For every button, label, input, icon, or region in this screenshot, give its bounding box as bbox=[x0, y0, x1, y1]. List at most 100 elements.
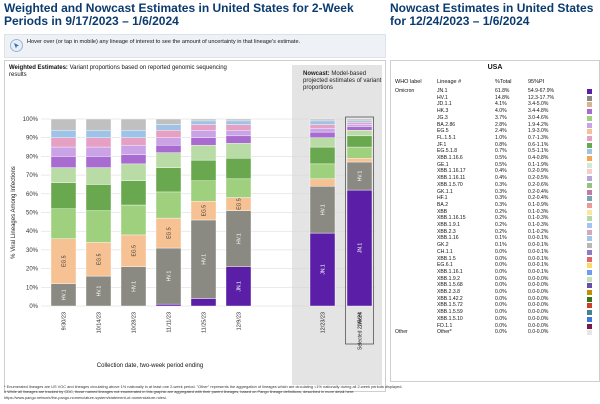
row-total: 0.4% bbox=[495, 175, 507, 182]
table-row[interactable]: JD.1.1 4.1% 3.4-5.0% bbox=[391, 101, 599, 108]
table-row[interactable]: JG.3 3.7% 3.0-4.6% bbox=[391, 115, 599, 122]
table-row[interactable]: JF.1 0.8% 0.6-1.1% bbox=[391, 142, 599, 149]
row-color-swatch bbox=[587, 236, 592, 242]
table-row[interactable]: XBB 0.2% 0.1-0.3% bbox=[391, 209, 599, 216]
bar-segment bbox=[50, 238, 77, 284]
bar-segment bbox=[346, 122, 373, 125]
table-row[interactable]: GE.1 0.5% 0.1-1.9% bbox=[391, 162, 599, 169]
bar-segment bbox=[225, 118, 252, 122]
row-lineage: XBB.1.9.1 bbox=[437, 222, 460, 228]
table-row[interactable]: XBB.1.5.70 0.3% 0.2-0.6% bbox=[391, 182, 599, 189]
table-row[interactable]: Other Other* 0.0% 0.0-0.0% bbox=[391, 329, 599, 336]
row-color-swatch bbox=[587, 276, 592, 282]
table-row[interactable]: XBB.2.3 0.2% 0.1-0.2% bbox=[391, 229, 599, 236]
table-row[interactable]: XBB.1.16.1 0.0% 0.0-0.1% bbox=[391, 269, 599, 276]
row-lineage: XBB.1.5.59 bbox=[437, 309, 463, 316]
x-tick-label: 12/23/23 bbox=[321, 312, 327, 333]
row-pi: 0.0-0.0% bbox=[528, 282, 549, 289]
row-lineage: XBB bbox=[437, 208, 448, 215]
table-row[interactable]: XBB.1.9.2 0.0% 0.0-0.0% bbox=[391, 276, 599, 283]
chart-panel: 0% 10% 20% 30% 40% 50% 60% 70% 80% 90% 100% % Viral… bbox=[4, 60, 386, 392]
bar-segment bbox=[309, 178, 336, 187]
bar-segment bbox=[190, 180, 217, 202]
table-row[interactable]: GK.2 0.1% 0.0-0.1% bbox=[391, 242, 599, 249]
row-total: 1.0% bbox=[495, 134, 507, 141]
row-pi: 0.0-0.0% bbox=[528, 302, 549, 309]
bar-segment bbox=[85, 210, 112, 243]
row-total: 2.8% bbox=[495, 121, 507, 128]
table-row[interactable]: XBB.1.16 0.1% 0.0-0.1% bbox=[391, 235, 599, 242]
nowcast-description: Nowcast: Model-based projected estimates… bbox=[303, 71, 383, 92]
row-pi: 0.1-0.3% bbox=[528, 222, 549, 228]
table-row[interactable]: HF.1 0.3% 0.2-0.4% bbox=[391, 195, 599, 202]
bar-segment bbox=[120, 204, 147, 236]
bar-segment bbox=[190, 219, 217, 299]
row-color-swatch bbox=[587, 316, 592, 322]
y-axis-title: % Viral Lineages Among Infections bbox=[11, 166, 17, 259]
row-total: 0.0% bbox=[495, 289, 507, 295]
bar-segment bbox=[50, 137, 77, 148]
bar-segment bbox=[50, 146, 77, 157]
row-pi: 54.9-67.9% bbox=[528, 88, 555, 94]
table-row[interactable]: XBB.1.16.6 0.5% 0.4-0.8% bbox=[391, 155, 599, 162]
bar-segment bbox=[225, 266, 252, 307]
table-row[interactable]: XBB.1.16.11 0.4% 0.2-0.5% bbox=[391, 175, 599, 182]
table-row[interactable]: XBB.1.9.1 0.2% 0.1-0.3% bbox=[391, 222, 599, 229]
table-row[interactable]: HV.1 14.8% 12.3-17.7% bbox=[391, 95, 599, 102]
table-row[interactable]: XBB.1.5 0.0% 0.0-0.1% bbox=[391, 256, 599, 263]
bar-data-label: HV.1 bbox=[97, 285, 103, 296]
row-pi: 3.4-5.0% bbox=[528, 101, 549, 108]
row-lineage: JG.3 bbox=[437, 114, 448, 121]
table-row[interactable]: XBB.1.16.17 0.4% 0.2-0.9% bbox=[391, 168, 599, 175]
table-row[interactable]: GK.1.1 0.3% 0.2-0.4% bbox=[391, 189, 599, 196]
table-row[interactable]: EG.5.1.8 0.7% 0.5-1.1% bbox=[391, 148, 599, 155]
row-color-swatch bbox=[587, 243, 592, 249]
bar-segment bbox=[225, 130, 252, 137]
bar-segment bbox=[309, 124, 336, 129]
row-total: 0.0% bbox=[495, 268, 507, 275]
table-row[interactable]: XBB.1.5.72 0.0% 0.0-0.0% bbox=[391, 302, 599, 309]
table-row[interactable]: XBB.1.5.10 0.0% 0.0-0.0% bbox=[391, 316, 599, 323]
row-total: 0.2% bbox=[495, 222, 507, 228]
row-color-swatch bbox=[587, 196, 592, 202]
table-row[interactable]: XBB.1.5.68 0.0% 0.0-0.0% bbox=[391, 282, 599, 289]
weighted-description: Weighted Estimates: Variant proportions … bbox=[9, 65, 239, 79]
table-row[interactable]: CH.1.1 0.0% 0.0-0.1% bbox=[391, 249, 599, 256]
table-row[interactable]: EG.6.1 0.0% 0.0-0.1% bbox=[391, 262, 599, 269]
bar-segment bbox=[155, 247, 182, 305]
bar-data-label: HV.1 bbox=[202, 254, 208, 265]
table-row[interactable]: EG.5 2.4% 1.9-3.0% bbox=[391, 128, 599, 135]
table-row[interactable]: BA.2 0.3% 0.1-0.9% bbox=[391, 202, 599, 209]
bar-data-label: JN.1 bbox=[358, 243, 364, 254]
table-row[interactable]: XBB.1.42.2 0.0% 0.0-0.0% bbox=[391, 296, 599, 303]
y-tick-label: 40% bbox=[26, 229, 39, 235]
row-total: 0.0% bbox=[495, 255, 507, 262]
table-row[interactable]: HK.3 4.0% 3.4-4.8% bbox=[391, 108, 599, 115]
row-lineage: JN.1 bbox=[437, 88, 448, 94]
table-row[interactable]: FL.1.5.1 1.0% 0.7-1.3% bbox=[391, 135, 599, 142]
table-row[interactable]: XBB.1.5.59 0.0% 0.0-0.0% bbox=[391, 309, 599, 316]
hover-icon bbox=[10, 39, 23, 52]
row-lineage: JF.1 bbox=[437, 141, 447, 148]
y-tick-label: 60% bbox=[26, 192, 39, 198]
table-row[interactable]: Omicron JN.1 61.8% 54.9-67.9% bbox=[391, 88, 599, 95]
x-tick-label: 11/11/23 bbox=[167, 312, 173, 333]
row-total: 0.0% bbox=[495, 302, 507, 309]
table-row[interactable]: XBB.1.16.15 0.2% 0.1-0.3% bbox=[391, 215, 599, 222]
row-lineage: XBB.1.16.6 bbox=[437, 155, 463, 161]
row-color-swatch bbox=[587, 269, 592, 275]
table-row[interactable]: XBB.2.3.8 0.0% 0.0-0.0% bbox=[391, 289, 599, 296]
footnote-link[interactable]: https://www.pango.network/the-pango-nome… bbox=[4, 394, 168, 400]
x-tick-label: 10/14/23 bbox=[97, 312, 103, 333]
row-color-swatch bbox=[587, 310, 592, 316]
bar-segment bbox=[120, 130, 147, 138]
row-pi: 0.0-0.1% bbox=[528, 235, 549, 242]
row-total: 0.3% bbox=[495, 195, 507, 202]
bar-segment bbox=[309, 118, 336, 122]
bar-data-label: EG.5 bbox=[97, 253, 103, 265]
table-row[interactable]: BA.2.86 2.8% 1.9-4.2% bbox=[391, 122, 599, 129]
bar-segment bbox=[225, 158, 252, 180]
table-row[interactable]: FD.1.1 0.0% 0.0-0.0% bbox=[391, 323, 599, 330]
chart-svg: 0% 10% 20% 30% 40% 50% 60% 70% 80% 90% 100% % Viral… bbox=[11, 65, 382, 385]
row-total: 0.1% bbox=[495, 235, 507, 242]
